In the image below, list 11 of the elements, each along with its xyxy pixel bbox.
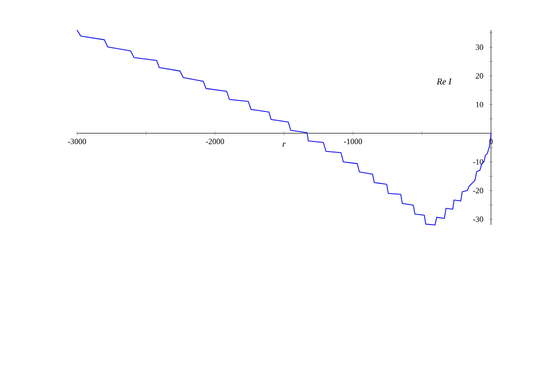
x-tick-label: -3000	[68, 138, 86, 144]
y-tick-label: -20	[473, 188, 484, 194]
y-tick-label: 10	[476, 102, 484, 108]
y-tick-label: -30	[473, 216, 484, 222]
y-tick-label: 20	[476, 73, 484, 79]
x-tick-label: -2000	[206, 138, 224, 144]
x-axis-title: r	[282, 142, 286, 147]
y-axis-title: Re I	[436, 78, 452, 85]
y-tick-label: -10	[473, 159, 484, 165]
x-tick-label: -1000	[344, 138, 362, 144]
y-tick-label: 30	[476, 44, 484, 50]
